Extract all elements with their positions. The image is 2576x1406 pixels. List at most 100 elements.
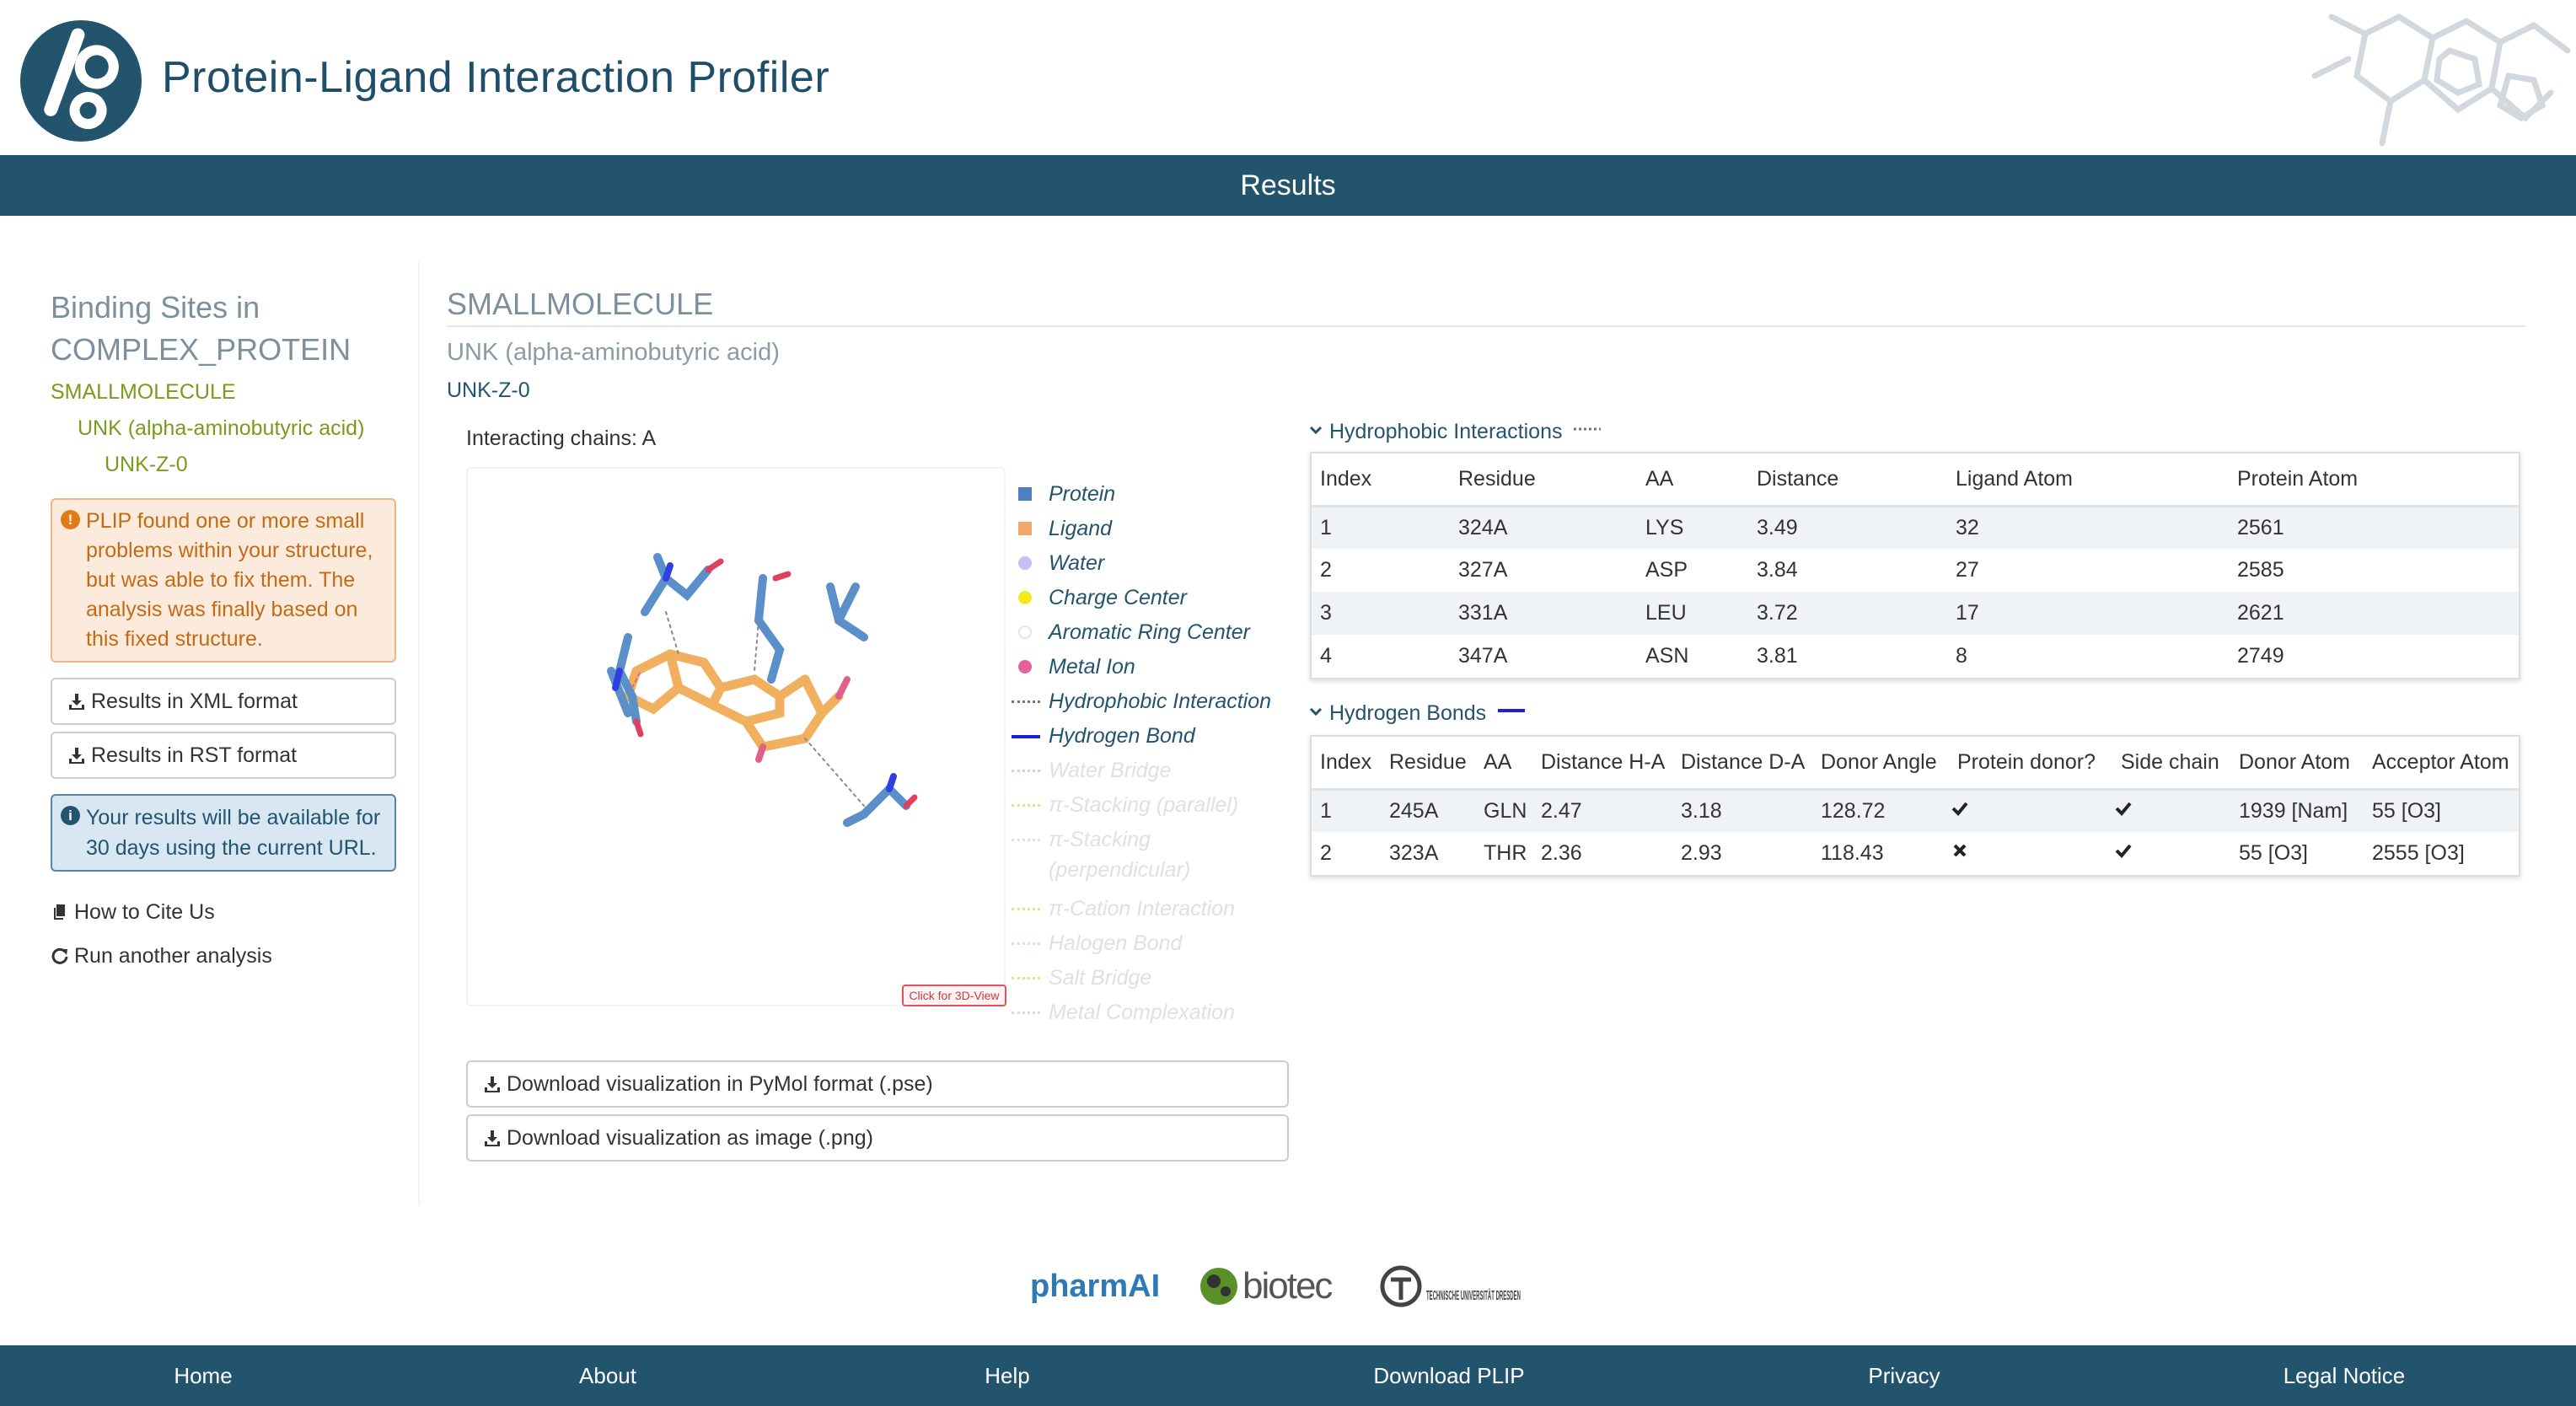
column-header[interactable]: Distance H-A xyxy=(1532,737,1672,791)
sidebar-link-ligand[interactable]: UNK (alpha-aminobutyric acid) xyxy=(78,416,365,440)
column-header[interactable]: Donor Angle xyxy=(1812,737,1949,791)
table-cell: LEU xyxy=(1637,592,1748,635)
table-cell: LYS xyxy=(1637,506,1748,549)
dotted-line-icon xyxy=(1012,1012,1040,1014)
column-header[interactable]: Side chain xyxy=(2112,737,2230,791)
legend-label: Hydrogen Bond xyxy=(1049,724,1195,748)
footer-link-home[interactable]: Home xyxy=(174,1363,233,1388)
legend-label: Hydrophobic Interaction xyxy=(1049,690,1272,713)
biotec-logo[interactable]: biotec xyxy=(1200,1265,1334,1307)
table-cell: 3.72 xyxy=(1748,592,1947,635)
rst-download-button[interactable]: Results in RST format xyxy=(51,732,396,779)
table-cell: GLN xyxy=(1475,789,1532,832)
download-pse-button[interactable]: Download visualization in PyMol format (… xyxy=(466,1060,1289,1108)
sidebar-title: Binding Sites in COMPLEX_PROTEIN xyxy=(51,287,396,371)
legend-item: Ligand xyxy=(1012,512,1298,546)
structure-viewer[interactable] xyxy=(466,467,1006,1006)
sidebar-title-line2: COMPLEX_PROTEIN xyxy=(51,332,352,367)
download-png-button[interactable]: Download visualization as image (.png) xyxy=(466,1114,1289,1162)
sidebar-link-smallmolecule[interactable]: SMALLMOLECULE xyxy=(51,380,236,404)
run-again-link[interactable]: Run another analysis xyxy=(51,934,396,978)
table-cell: 27 xyxy=(1956,558,1979,582)
square-swatch-icon xyxy=(1018,522,1032,535)
copy-icon xyxy=(54,904,65,920)
column-header[interactable]: Ligand Atom xyxy=(1947,453,2229,507)
dotted-line-icon xyxy=(1012,700,1040,703)
hydrophobic-section-toggle[interactable]: Hydrophobic Interactions xyxy=(1308,420,1602,444)
legend-label: π-Stacking (parallel) xyxy=(1049,793,1239,817)
hydrophobic-table: Index Residue AA Distance Ligand Atom Protein… xyxy=(1310,452,2520,679)
pharmai-logo-text: pharmAI xyxy=(1030,1269,1160,1304)
table-cell: ASN xyxy=(1645,644,1689,668)
column-header[interactable]: Protein donor? xyxy=(1949,737,2112,791)
interacting-chains: Interacting chains: A xyxy=(466,427,657,450)
legend-label: π-Stacking (perpendicular) xyxy=(1049,828,1191,882)
column-header[interactable]: Index xyxy=(1312,453,1450,507)
table-cell: 3 xyxy=(1312,592,1450,635)
tu-dresden-logo[interactable]: TECHNISCHE UNIVERSITÄT DRESDEN xyxy=(1380,1265,1521,1307)
plip-logo[interactable] xyxy=(19,19,143,143)
warning-text: PLIP found one or more small problems wi… xyxy=(86,509,373,651)
column-header[interactable]: Residue xyxy=(1450,453,1637,507)
table-cell: 2.36 xyxy=(1541,841,1582,865)
column-header[interactable]: Protein Atom xyxy=(2229,453,2519,507)
table-cell: 331A xyxy=(1450,592,1637,635)
legend-label: Aromatic Ring Center xyxy=(1049,620,1250,644)
footer-logos: pharmAI biotec TECHNISCHE UNIVERSITÄT DR… xyxy=(0,1256,2576,1315)
xml-download-label: Results in XML format xyxy=(91,690,298,713)
table-cell: 8 xyxy=(1956,644,1967,668)
app-title: Protein-Ligand Interaction Profiler xyxy=(162,53,830,102)
column-header[interactable]: Residue xyxy=(1381,737,1475,791)
table-cell: 2 xyxy=(1320,558,1332,582)
download-icon xyxy=(69,748,84,764)
table-row: 1 324A LYS 3.49 32 2561 xyxy=(1312,506,2519,549)
footer-link-about[interactable]: About xyxy=(579,1363,636,1388)
column-header[interactable]: Distance D-A xyxy=(1672,737,1812,791)
legend-label: Ligand xyxy=(1049,517,1113,540)
hbonds-section-toggle[interactable]: Hydrogen Bonds xyxy=(1308,701,1526,726)
legend-item: π-Stacking (perpendicular) xyxy=(1012,823,1298,892)
column-header[interactable]: Acceptor Atom xyxy=(2364,737,2519,791)
legend-item: Water Bridge xyxy=(1012,754,1298,788)
dotted-line-icon xyxy=(1012,770,1040,772)
download-icon xyxy=(69,694,84,710)
footer-link-privacy[interactable]: Privacy xyxy=(1868,1363,1940,1388)
partner-logos: pharmAI biotec TECHNISCHE UNIVERSITÄT DR… xyxy=(1030,1265,1521,1307)
table-cell: 323A xyxy=(1389,841,1439,865)
molecule-title: SMALLMOLECULE xyxy=(447,287,2525,327)
legend: Protein Ligand Water Charge Center Aromatic … xyxy=(1012,477,1298,1030)
footer-link-legal[interactable]: Legal Notice xyxy=(2283,1363,2406,1388)
ligand-name: UNK (alpha-aminobutyric acid) xyxy=(447,339,780,366)
warning-alert: ! PLIP found one or more small problems … xyxy=(51,498,396,663)
column-header[interactable]: Index xyxy=(1312,737,1381,791)
hbonds-table: Index Residue AA Distance H-A Distance D-A Do… xyxy=(1310,735,2520,877)
cite-label: How to Cite Us xyxy=(74,900,215,924)
column-header[interactable]: Distance xyxy=(1748,453,1947,507)
info-text: Your results will be available for 30 da… xyxy=(86,806,381,860)
cite-link[interactable]: How to Cite Us xyxy=(51,890,396,934)
chevron-down-icon xyxy=(1309,426,1323,435)
column-header[interactable]: Donor Atom xyxy=(2230,737,2364,791)
footer-link-help[interactable]: Help xyxy=(985,1363,1030,1388)
check-icon xyxy=(2112,789,2230,832)
column-header[interactable]: AA xyxy=(1637,453,1748,507)
check-icon xyxy=(1949,789,2112,832)
dotted-line-icon xyxy=(1012,839,1040,841)
pharmai-logo[interactable]: pharmAI xyxy=(1030,1269,1160,1304)
column-header[interactable]: AA xyxy=(1475,737,1532,791)
download-pse-label: Download visualization in PyMol format (… xyxy=(507,1072,933,1096)
click-for-3d-button[interactable]: Click for 3D-View xyxy=(902,985,1006,1006)
legend-label: Halogen Bond xyxy=(1049,931,1183,955)
legend-label: Salt Bridge xyxy=(1049,966,1152,990)
table-row: 4 347A ASN 3.81 8 2749 xyxy=(1312,635,2519,678)
tu-dresden-logo-text: TECHNISCHE UNIVERSITÄT DRESDEN xyxy=(1426,1288,1521,1303)
table-cell: 1 xyxy=(1312,506,1450,549)
legend-item: Hydrogen Bond xyxy=(1012,719,1298,754)
results-bar: Results xyxy=(0,155,2576,216)
xml-download-button[interactable]: Results in XML format xyxy=(51,678,396,725)
footer-nav: Home About Help Download PLIP Privacy Le… xyxy=(0,1345,2576,1406)
sidebar-link-site[interactable]: UNK-Z-0 xyxy=(105,453,188,476)
table-cell: 17 xyxy=(1947,592,2229,635)
footer-link-download[interactable]: Download PLIP xyxy=(1373,1363,1525,1388)
table-cell: 4 xyxy=(1320,644,1332,668)
